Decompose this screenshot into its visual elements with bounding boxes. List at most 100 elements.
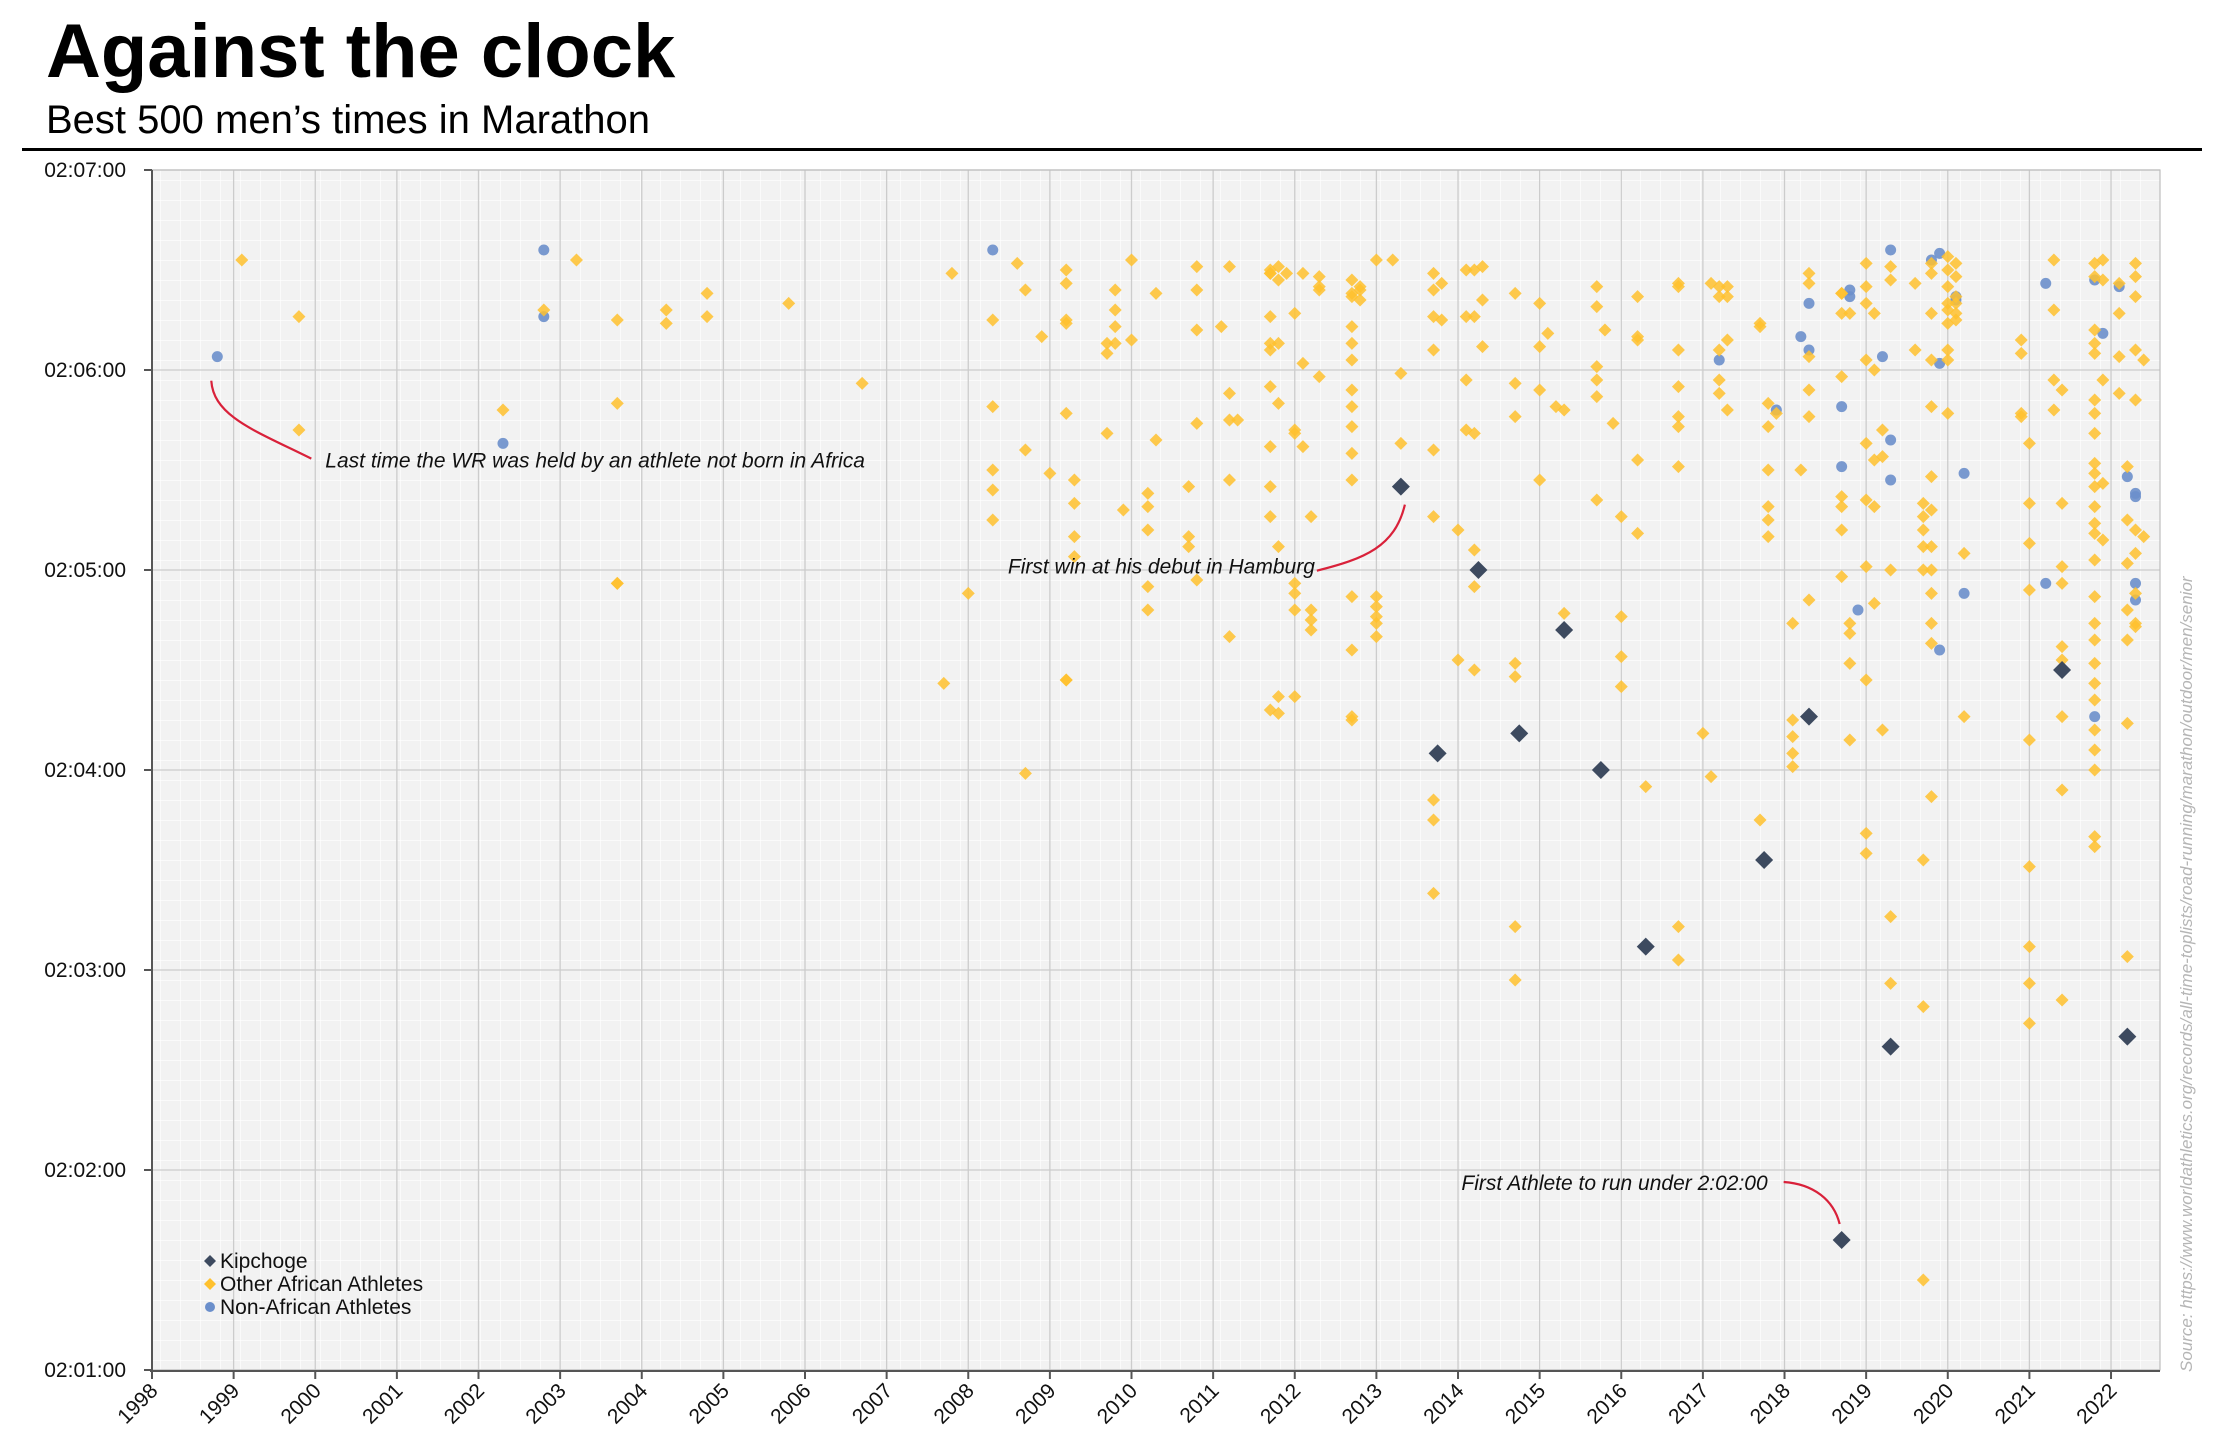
african-point: [1761, 530, 1775, 544]
african-point: [1916, 496, 1930, 510]
x-tick-label: 2002: [440, 1379, 489, 1428]
african-point: [1590, 493, 1604, 507]
african-point: [1345, 590, 1359, 604]
african-point: [1533, 296, 1547, 310]
african-point: [1786, 746, 1800, 760]
african-point: [986, 400, 1000, 414]
african-point: [1508, 656, 1522, 670]
african-point: [1884, 563, 1898, 577]
non-african-point: [1795, 331, 1807, 343]
african-point: [1018, 283, 1032, 297]
african-point: [1435, 313, 1449, 327]
african-point: [2055, 576, 2069, 590]
kipchoge-point: [1832, 1231, 1851, 1249]
african-point: [1427, 793, 1441, 807]
african-point: [855, 376, 869, 390]
non-african-point: [1876, 351, 1888, 363]
african-point: [1802, 266, 1816, 280]
annotation-label: First Athlete to run under 2:02:00: [1461, 1172, 1768, 1195]
african-point: [2047, 403, 2061, 417]
african-point: [1010, 256, 1024, 270]
african-point: [1590, 280, 1604, 294]
african-point: [2112, 306, 2126, 320]
african-point: [1067, 530, 1081, 544]
x-tick-label: 2017: [1664, 1379, 1713, 1428]
african-point: [1631, 526, 1645, 540]
african-point: [1802, 276, 1816, 290]
african-point: [292, 310, 306, 324]
african-point: [1712, 280, 1726, 294]
african-point: [1476, 293, 1490, 307]
african-point: [1941, 353, 1955, 367]
x-tick-label: 2006: [766, 1379, 815, 1428]
african-point: [1476, 340, 1490, 354]
y-tick-label: 02:04:00: [44, 759, 126, 782]
african-point: [2022, 583, 2036, 597]
x-tick-label: 2018: [1746, 1379, 1795, 1428]
legend-non-african-label: Non-African Athletes: [220, 1296, 411, 1319]
african-point: [1369, 630, 1383, 644]
african-point: [1761, 513, 1775, 527]
african-point: [2096, 533, 2110, 547]
non-african-point: [2121, 471, 2133, 483]
african-point: [1059, 316, 1073, 330]
african-point: [1924, 790, 1938, 804]
african-point: [2088, 456, 2102, 470]
african-point: [1263, 266, 1277, 280]
african-point: [1941, 250, 1955, 264]
african-point: [1884, 260, 1898, 274]
african-point: [2120, 513, 2134, 527]
african-point: [1916, 510, 1930, 524]
african-point: [1271, 336, 1285, 350]
african-point: [1631, 333, 1645, 347]
african-point: [1304, 613, 1318, 627]
african-point: [1304, 603, 1318, 617]
african-point: [986, 513, 1000, 527]
african-point: [2088, 723, 2102, 737]
african-point: [610, 313, 624, 327]
african-point: [1141, 486, 1155, 500]
african-point: [1067, 496, 1081, 510]
african-point: [1802, 350, 1816, 364]
african-point: [1508, 973, 1522, 987]
african-point: [1018, 766, 1032, 780]
y-tick-label: 02:03:00: [44, 959, 126, 982]
african-point: [1141, 523, 1155, 537]
african-point: [2014, 410, 2028, 424]
african-point: [1304, 510, 1318, 524]
african-point: [496, 403, 510, 417]
x-tick-label: 2000: [276, 1379, 325, 1428]
african-point: [2022, 536, 2036, 550]
african-point: [1924, 563, 1938, 577]
african-point: [1794, 463, 1808, 477]
y-tick-label: 02:06:00: [44, 359, 126, 382]
african-point: [1394, 436, 1408, 450]
african-point: [1671, 280, 1685, 294]
african-point: [1843, 733, 1857, 747]
non-african-point: [2130, 491, 2142, 503]
african-point: [1859, 846, 1873, 860]
african-point: [1386, 253, 1400, 267]
african-point: [1916, 523, 1930, 537]
african-point: [1590, 390, 1604, 404]
african-point: [2088, 500, 2102, 514]
african-point: [1598, 323, 1612, 337]
african-point: [1835, 306, 1849, 320]
african-point: [1263, 343, 1277, 357]
african-point: [1476, 260, 1490, 274]
african-point: [1369, 600, 1383, 614]
african-point: [945, 266, 959, 280]
kipchoge-point: [1469, 561, 1488, 579]
african-point: [1263, 480, 1277, 494]
non-african-point: [1713, 354, 1725, 366]
african-point: [235, 253, 249, 267]
x-tick-label: 2021: [1991, 1379, 2040, 1428]
african-point: [1875, 723, 1889, 737]
african-point: [2088, 656, 2102, 670]
african-point: [1190, 283, 1204, 297]
african-point: [1288, 576, 1302, 590]
african-point: [2088, 763, 2102, 777]
african-point: [1467, 426, 1481, 440]
african-point: [1141, 500, 1155, 514]
african-point: [1835, 570, 1849, 584]
